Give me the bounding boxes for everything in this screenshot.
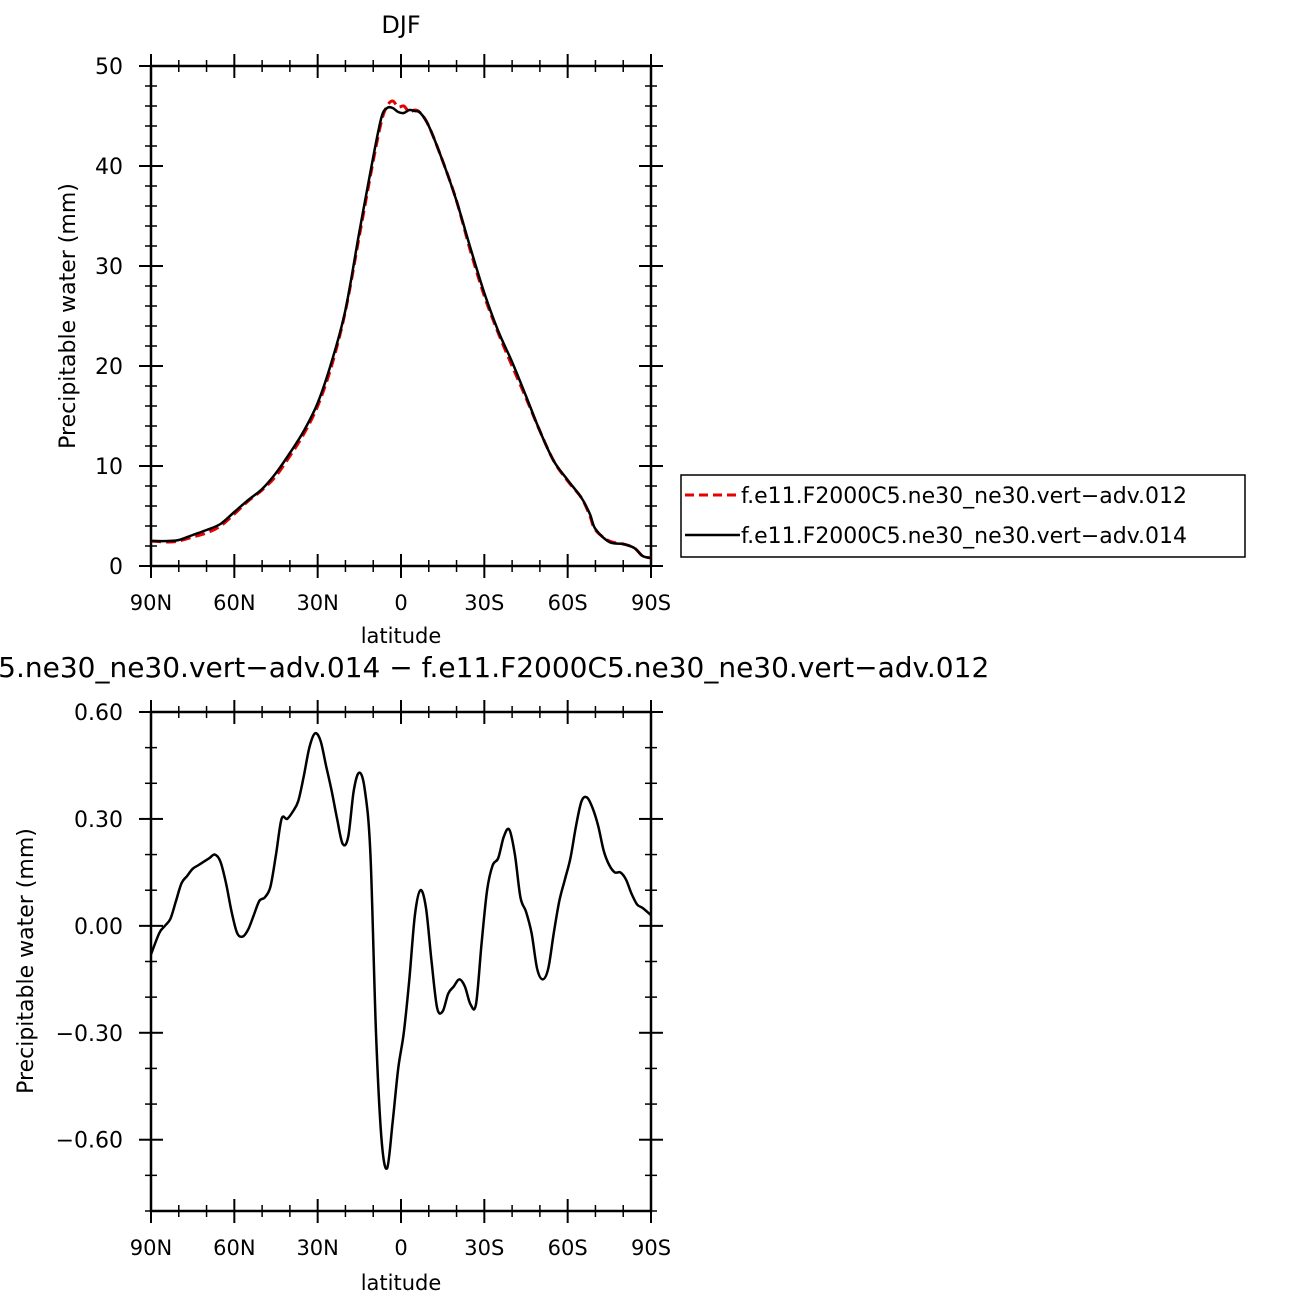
legend-box bbox=[680, 474, 1246, 558]
x-tick-label: 90S bbox=[631, 1236, 671, 1260]
x-tick-label: 0 bbox=[394, 1236, 407, 1260]
x-tick-label: 30S bbox=[464, 1236, 504, 1260]
y-tick-label: 40 bbox=[95, 155, 123, 180]
x-tick-label: 60N bbox=[213, 1236, 255, 1260]
y-axis-label: Precipitable water (mm) bbox=[56, 183, 81, 449]
x-tick-label: 30N bbox=[296, 1236, 338, 1260]
y-tick-label: −0.30 bbox=[56, 1022, 123, 1047]
x-tick-label: 60S bbox=[548, 1236, 588, 1260]
y-tick-label: −0.60 bbox=[56, 1129, 123, 1154]
series-lines bbox=[149, 731, 652, 1171]
y-tick-label: 0 bbox=[109, 555, 123, 580]
x-tick-label: 90S bbox=[631, 591, 671, 615]
y-tick-label: 30 bbox=[95, 255, 123, 280]
x-tick-label: 90N bbox=[130, 1236, 172, 1260]
axis-ticks: 90N 60N 30N 0 30S 60S 90S 0 10 20 30 40 50 bbox=[95, 54, 671, 615]
chart-difference: f.e11.F2000C5.ne30_ne30.vert−adv.014 − f… bbox=[0, 651, 989, 1295]
plot-frame bbox=[149, 710, 653, 1213]
x-tick-label: 60N bbox=[213, 591, 255, 615]
x-tick-label: 30N bbox=[296, 591, 338, 615]
series-line-1 bbox=[150, 105, 652, 560]
y-tick-label: 0.60 bbox=[74, 701, 123, 726]
legend-label-014: f.e11.F2000C5.ne30_ne30.vert−adv.014 bbox=[741, 524, 1187, 549]
y-tick-label: 50 bbox=[95, 55, 123, 80]
legend-label-012: f.e11.F2000C5.ne30_ne30.vert−adv.012 bbox=[741, 484, 1187, 509]
y-tick-label: 20 bbox=[95, 355, 123, 380]
chart-title: DJF bbox=[381, 11, 420, 39]
x-tick-label: 90N bbox=[130, 591, 172, 615]
x-tick-label: 60S bbox=[548, 591, 588, 615]
x-tick-label: 30S bbox=[464, 591, 504, 615]
legend: f.e11.F2000C5.ne30_ne30.vert−adv.012 f.e… bbox=[680, 474, 1246, 558]
chart-title: f.e11.F2000C5.ne30_ne30.vert−adv.014 − f… bbox=[0, 651, 989, 684]
y-tick-label: 0.00 bbox=[74, 915, 123, 940]
x-axis-label: latitude bbox=[361, 1271, 442, 1295]
chart-djf: DJF 90N 60N 30N 0 30S 60S 90S 0 10 20 30 40 50 Preci… bbox=[56, 11, 1246, 648]
x-tick-label: 0 bbox=[394, 591, 407, 615]
x-axis-label: latitude bbox=[361, 624, 442, 648]
axis-ticks: 90N 60N 30N 0 30S 60S 90S 0.60 0.30 0.00 −0.30 −0.6… bbox=[56, 700, 671, 1260]
y-tick-label: 0.30 bbox=[74, 808, 123, 833]
y-axis-label: Precipitable water (mm) bbox=[14, 828, 39, 1094]
series-line-0 bbox=[149, 731, 652, 1171]
series-lines bbox=[150, 99, 652, 560]
y-tick-label: 10 bbox=[95, 455, 123, 480]
